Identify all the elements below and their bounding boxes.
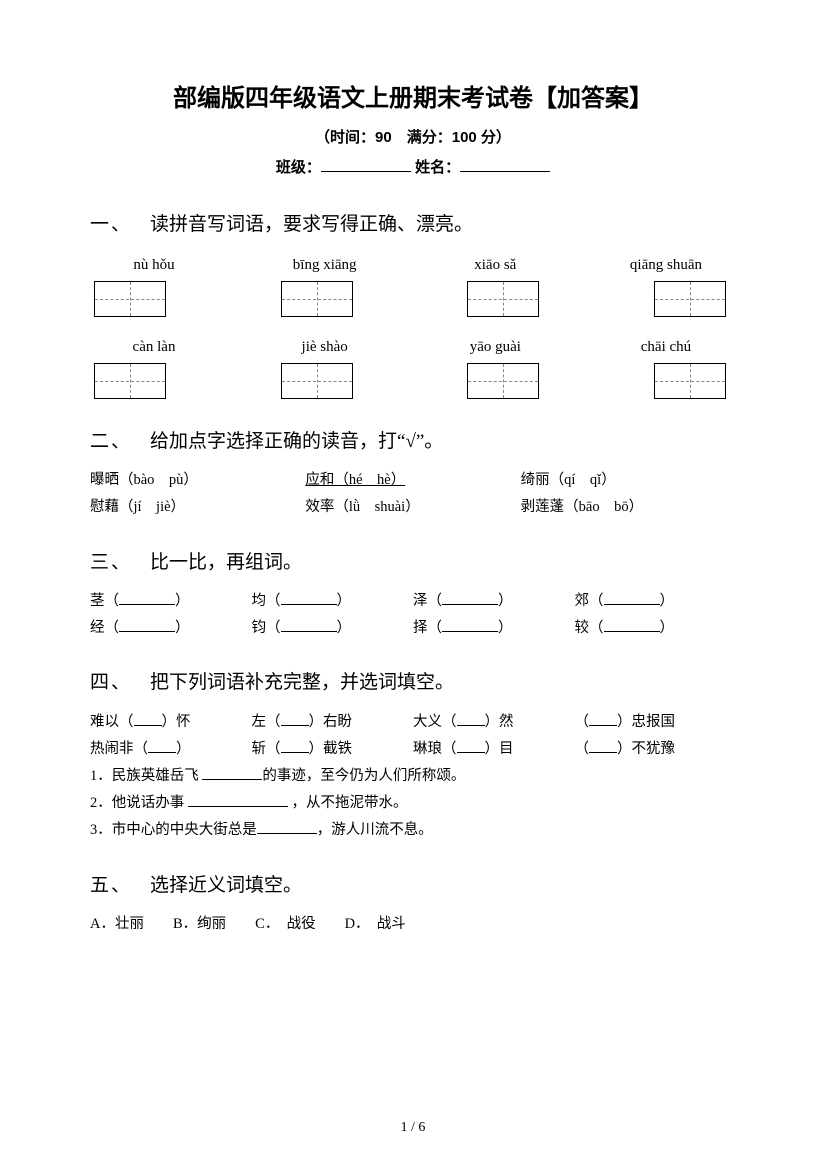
section1-num: 一、 — [90, 210, 132, 240]
idiom-row: 难以（）怀 左（）右盼 大义（）然 （）忠报国 — [90, 711, 736, 734]
section5-title: 选择近义词填空。 — [150, 871, 302, 901]
answer-blank[interactable] — [442, 631, 498, 632]
idiom-item: 大义（）然 — [413, 711, 575, 734]
name-blank[interactable] — [460, 157, 550, 172]
tianzige-box[interactable] — [654, 281, 726, 317]
idiom-item: 左（）右盼 — [252, 711, 414, 734]
answer-blank[interactable] — [281, 725, 309, 726]
compare-item: 钧（） — [252, 617, 414, 640]
page-footer: 1 / 6 — [0, 1117, 826, 1139]
reading-item: 曝晒（bào pù） — [90, 469, 305, 492]
answer-blank[interactable] — [202, 779, 262, 780]
page-title: 部编版四年级语文上册期末考试卷【加答案】 — [90, 80, 736, 118]
answer-blank[interactable] — [604, 604, 660, 605]
answer-blank[interactable] — [442, 604, 498, 605]
section4-num: 四、 — [90, 668, 132, 698]
idiom-item: 热闹非（） — [90, 738, 252, 761]
idiom-item: 难以（）怀 — [90, 711, 252, 734]
pinyin-label: chāi chú — [606, 335, 726, 359]
section3-title: 比一比，再组词。 — [150, 548, 302, 578]
name-label: 姓名： — [415, 159, 460, 176]
answer-blank[interactable] — [134, 725, 162, 726]
pinyin-label: xiāo sǎ — [435, 253, 555, 277]
option-list: A．壮丽 B．绚丽 C． 战役 D． 战斗 — [90, 913, 736, 936]
reading-item: 应和（hé hè） — [305, 469, 520, 492]
compare-item: 茎（） — [90, 590, 252, 613]
answer-blank[interactable] — [148, 752, 176, 753]
section1-title: 读拼音写词语，要求写得正确、漂亮。 — [150, 210, 473, 240]
compare-item: 经（） — [90, 617, 252, 640]
compare-item: 较（） — [575, 617, 737, 640]
compare-item: 泽（） — [413, 590, 575, 613]
sentence-1: 1．民族英雄岳飞 的事迹，至今仍为人们所称颂。 — [90, 765, 736, 788]
answer-blank[interactable] — [119, 631, 175, 632]
tianzige-box[interactable] — [94, 363, 166, 399]
compare-row: 茎（） 均（） 泽（） 郊（） — [90, 590, 736, 613]
answer-blank[interactable] — [188, 806, 288, 807]
answer-blank[interactable] — [589, 752, 617, 753]
answer-blank[interactable] — [281, 631, 337, 632]
compare-item: 择（） — [413, 617, 575, 640]
reading-item: 慰藉（jí jiè） — [90, 496, 305, 519]
tianzige-box[interactable] — [467, 363, 539, 399]
pinyin-label: yāo guài — [435, 335, 555, 359]
reading-item: 剥莲蓬（bāo bō） — [521, 496, 736, 519]
section2-heading: 二、 给加点字选择正确的读音，打“√”。 — [90, 427, 736, 457]
answer-blank[interactable] — [457, 725, 485, 726]
class-blank[interactable] — [321, 157, 411, 172]
section5-heading: 五、 选择近义词填空。 — [90, 871, 736, 901]
compare-row: 经（） 钧（） 择（） 较（） — [90, 617, 736, 640]
pinyin-label: càn làn — [94, 335, 214, 359]
compare-item: 郊（） — [575, 590, 737, 613]
section1-heading: 一、 读拼音写词语，要求写得正确、漂亮。 — [90, 210, 736, 240]
answer-blank[interactable] — [257, 833, 317, 834]
tianzige-box[interactable] — [654, 363, 726, 399]
reading-row: 慰藉（jí jiè） 效率（lǜ shuài） 剥莲蓬（bāo bō） — [90, 496, 736, 519]
reading-row: 曝晒（bào pù） 应和（hé hè） 绮丽（qí qǐ） — [90, 469, 736, 492]
idiom-row: 热闹非（） 斩（）截铁 琳琅（）目 （）不犹豫 — [90, 738, 736, 761]
section4-heading: 四、 把下列词语补充完整，并选词填空。 — [90, 668, 736, 698]
tianzige-box[interactable] — [281, 281, 353, 317]
idiom-item: 斩（）截铁 — [252, 738, 414, 761]
idiom-item: （）不犹豫 — [575, 738, 737, 761]
answer-blank[interactable] — [457, 752, 485, 753]
pinyin-label: qiāng shuān — [606, 253, 726, 277]
section4-title: 把下列词语补充完整，并选词填空。 — [150, 668, 454, 698]
section3-num: 三、 — [90, 548, 132, 578]
section2-num: 二、 — [90, 427, 132, 457]
answer-blank[interactable] — [589, 725, 617, 726]
reading-item: 效率（lǜ shuài） — [305, 496, 520, 519]
pinyin-label: nù hǒu — [94, 253, 214, 277]
pinyin-row-1: nù hǒu bīng xiāng xiāo sǎ qiāng shuān — [90, 253, 736, 277]
tianzige-box[interactable] — [467, 281, 539, 317]
class-label: 班级： — [276, 159, 321, 176]
answer-blank[interactable] — [281, 604, 337, 605]
reading-item: 绮丽（qí qǐ） — [521, 469, 736, 492]
pinyin-label: jiè shào — [265, 335, 385, 359]
sentence-3: 3．市中心的中央大街总是，游人川流不息。 — [90, 819, 736, 842]
idiom-item: 琳琅（）目 — [413, 738, 575, 761]
pinyin-label: bīng xiāng — [265, 253, 385, 277]
sentence-2: 2．他说话办事 ，从不拖泥带水。 — [90, 792, 736, 815]
reading-underlined: 应和（hé hè） — [305, 472, 405, 488]
student-info-line: 班级： 姓名： — [90, 156, 736, 180]
answer-blank[interactable] — [604, 631, 660, 632]
tianzige-box[interactable] — [281, 363, 353, 399]
tianzige-row-2 — [90, 363, 736, 399]
tianzige-box[interactable] — [94, 281, 166, 317]
tianzige-row-1 — [90, 281, 736, 317]
subtitle: （时间：90 满分：100 分） — [90, 126, 736, 150]
section3-heading: 三、 比一比，再组词。 — [90, 548, 736, 578]
section2-title: 给加点字选择正确的读音，打“√”。 — [150, 427, 443, 457]
answer-blank[interactable] — [281, 752, 309, 753]
pinyin-row-2: càn làn jiè shào yāo guài chāi chú — [90, 335, 736, 359]
answer-blank[interactable] — [119, 604, 175, 605]
compare-item: 均（） — [252, 590, 414, 613]
idiom-item: （）忠报国 — [575, 711, 737, 734]
section5-num: 五、 — [90, 871, 132, 901]
